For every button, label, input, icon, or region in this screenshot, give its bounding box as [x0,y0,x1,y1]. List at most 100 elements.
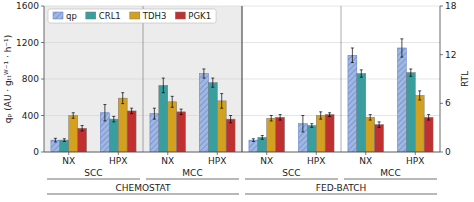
error-bar [261,136,264,140]
error-cap [427,120,430,121]
error-cap [211,87,214,88]
bar [348,55,357,152]
x-tick-label: NX [161,156,174,166]
error-cap [153,119,156,120]
grid [44,6,440,152]
legend-label: PGK1 [188,11,211,21]
grid-line [44,152,440,153]
error-cap [270,115,273,116]
bar [51,140,60,152]
legend-label: qp [66,11,77,21]
error-cap [409,68,412,69]
bar [415,95,424,152]
error-cap [162,78,165,79]
group-underline [344,179,437,180]
error-stem [320,112,321,119]
legend-swatch [175,12,185,19]
error-stem [352,48,353,63]
error-bar [400,39,403,57]
legend-swatch [53,12,63,19]
error-cap [427,114,430,115]
y-tick-label: 1200 [16,38,39,48]
error-bar [81,126,84,131]
error-bar [202,69,205,78]
group-label: MCC [182,168,202,178]
error-bar [54,138,57,142]
error-bar [360,70,363,77]
error-stem [82,126,83,131]
error-stem [311,124,312,128]
error-cap [171,96,174,97]
legend-label: CRL1 [99,11,121,21]
bar [60,140,69,152]
x-axis-line [44,152,440,153]
error-bar [378,122,381,127]
bar [226,119,235,152]
error-stem [181,109,182,114]
x-tick [217,152,218,155]
error-bar [328,113,331,117]
bar [118,98,127,152]
y2-axis-label: RTL [460,71,470,87]
bar [159,85,168,152]
error-stem [230,116,231,123]
error-cap [81,131,84,132]
error-stem [271,116,272,121]
group-label: CHEMOSTAT [115,183,171,193]
error-stem [280,115,281,120]
x-tick-label: HPX [109,156,127,166]
error-cap [400,57,403,58]
x-tick [365,152,366,155]
error-cap [121,103,124,104]
y2-tick-label: 12 [445,50,456,60]
bars [51,39,433,152]
error-bar [162,78,165,93]
error-cap [328,112,331,113]
error-bar [270,116,273,121]
error-cap [220,108,223,109]
error-bar [369,115,372,120]
error-stem [172,96,173,107]
error-cap [180,114,183,115]
bar [307,126,316,152]
bar [208,83,217,152]
error-bar [153,108,156,119]
bar [127,111,136,152]
error-stem [262,136,263,140]
error-cap [103,120,106,121]
x-tick-label: NX [62,156,75,166]
error-cap [63,141,66,142]
x-tick-label: HPX [406,156,424,166]
error-cap [252,138,255,139]
bar [258,137,267,152]
error-stem [122,93,123,104]
error-bar [319,112,322,119]
error-stem [401,39,402,57]
legend-swatch [86,12,96,19]
error-cap [319,119,322,120]
error-cap [54,138,57,139]
error-cap [418,99,421,100]
bar [109,119,118,152]
y2-axis-line [440,6,441,152]
error-cap [54,141,57,142]
error-stem [212,78,213,87]
error-stem [379,122,380,127]
error-cap [418,90,421,91]
error-cap [301,131,304,132]
error-bar [220,94,223,109]
x-tick [118,152,119,155]
error-cap [279,114,282,115]
bar [199,74,208,152]
group-label: SCC [282,168,300,178]
error-bar [252,139,255,142]
error-cap [112,116,115,117]
group-label: MCC [380,168,400,178]
error-bar [211,78,214,87]
error-cap [220,93,223,94]
error-bar [130,108,133,113]
error-cap [81,125,84,126]
bar [397,48,406,152]
error-cap [112,121,115,122]
error-cap [72,118,75,119]
